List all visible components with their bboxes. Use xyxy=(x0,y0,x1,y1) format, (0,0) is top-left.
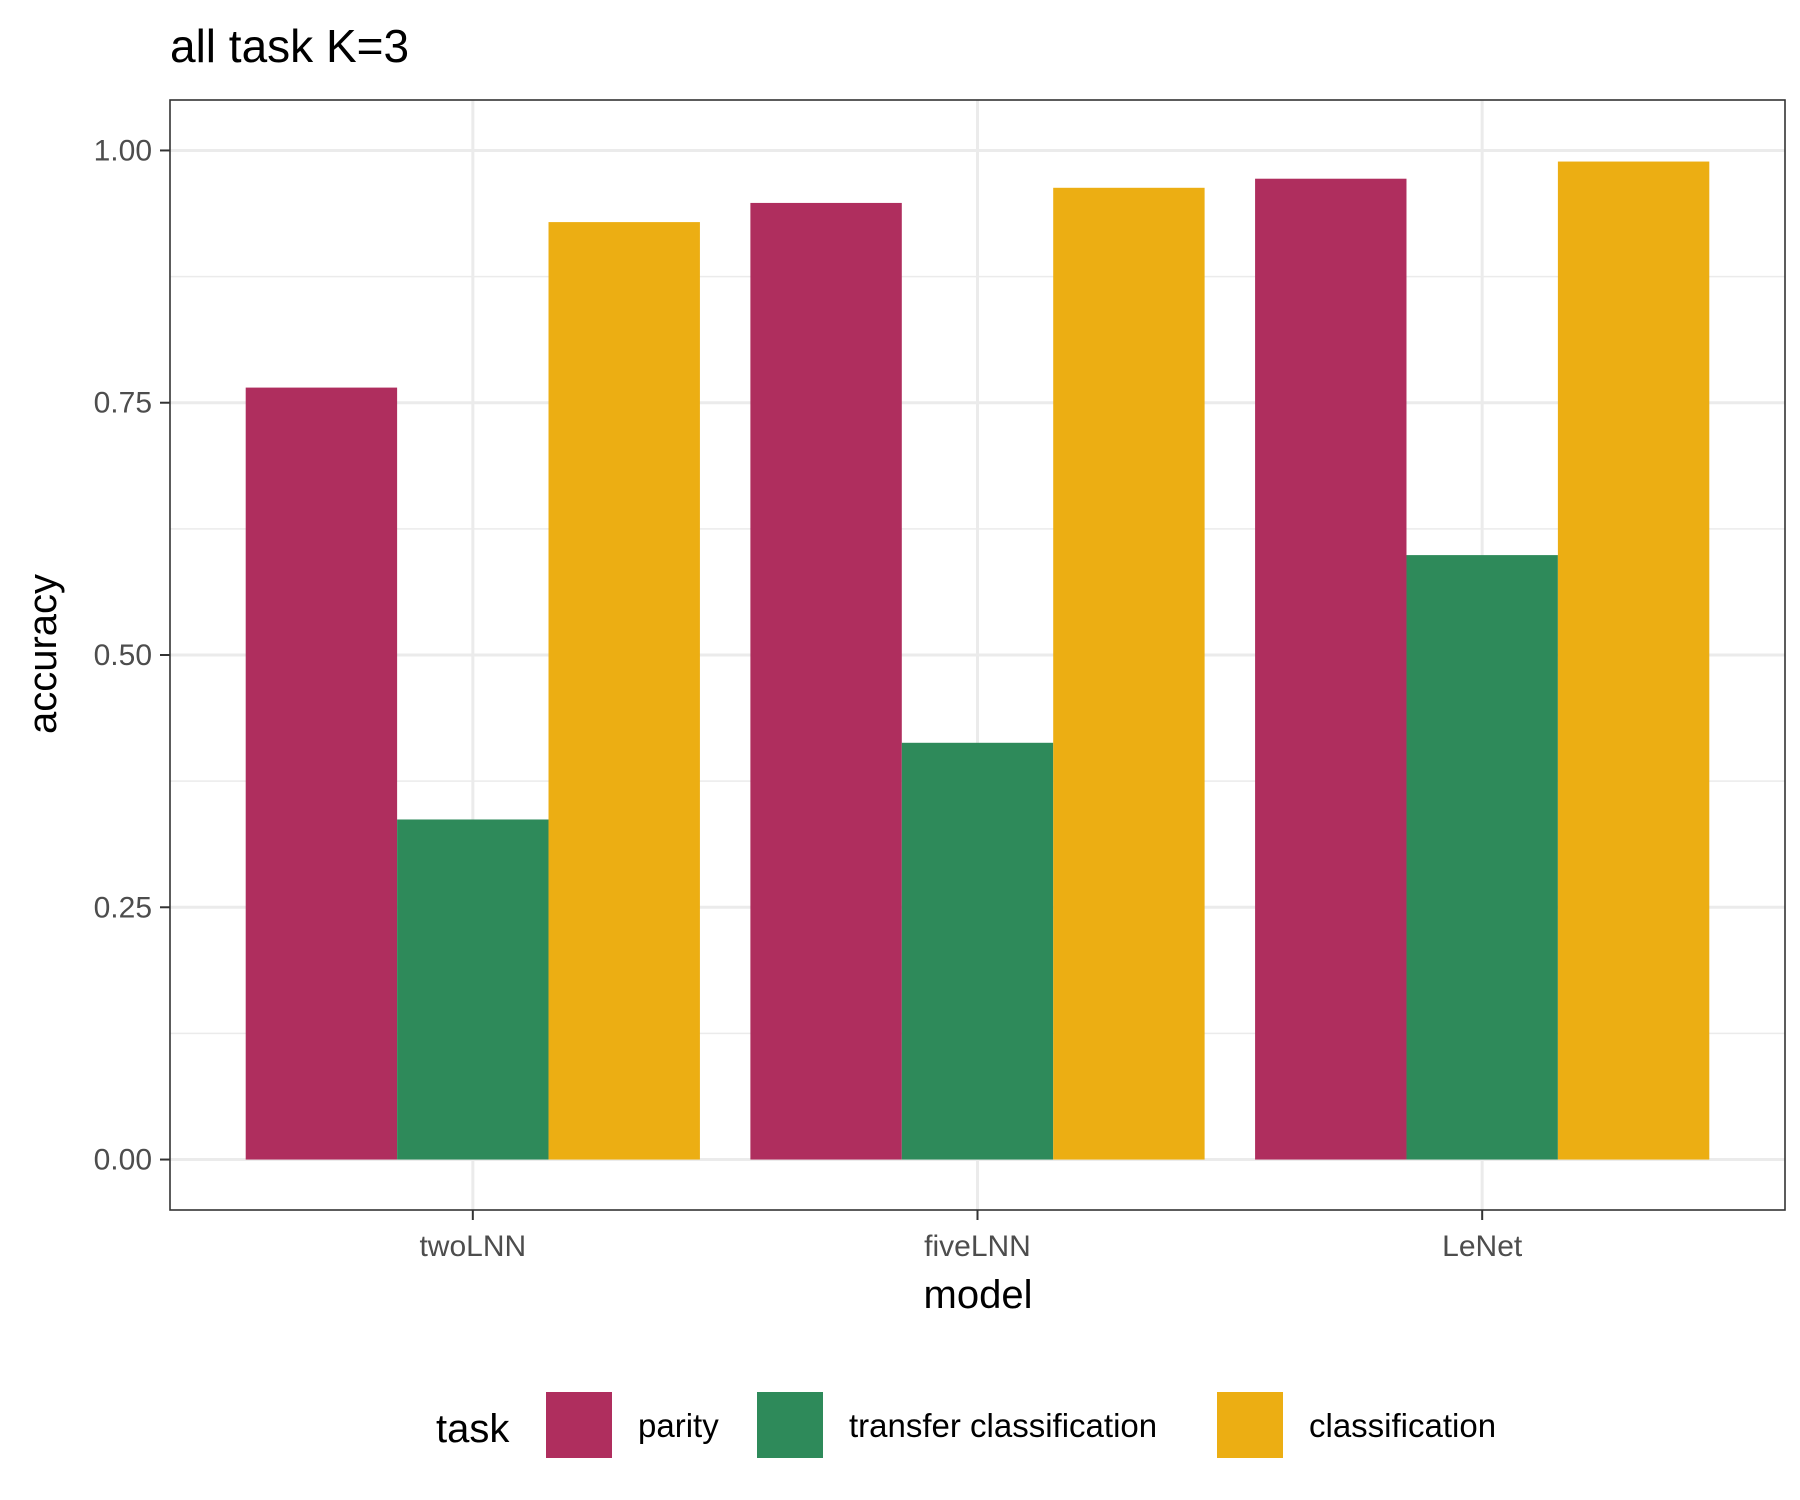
y-axis: 0.00 0.25 0.50 0.75 1.00 xyxy=(94,134,170,1177)
legend-key-transfer-classification xyxy=(757,1392,823,1458)
y-axis-title: accuracy xyxy=(21,574,65,734)
bar-parity-LeNet xyxy=(1255,178,1407,1160)
bar-classification-fiveLNN xyxy=(1053,187,1205,1160)
x-tick-label: LeNet xyxy=(1442,1230,1523,1263)
y-tick-label: 0.00 xyxy=(94,1144,152,1177)
bar-transfer-classification-fiveLNN xyxy=(901,742,1054,1160)
legend-label: parity xyxy=(638,1407,719,1444)
legend-label: classification xyxy=(1309,1407,1496,1444)
legend: task parity transfer classification classi… xyxy=(436,1392,1496,1458)
y-tick-label: 0.75 xyxy=(94,387,152,420)
x-tick-label: fiveLNN xyxy=(924,1230,1031,1263)
legend-title: task xyxy=(436,1407,510,1451)
y-tick-label: 0.25 xyxy=(94,891,152,924)
x-axis-title: model xyxy=(924,1273,1033,1317)
x-axis: twoLNN fiveLNN LeNet xyxy=(419,1210,1523,1263)
bars xyxy=(245,161,1710,1160)
bar-parity-twoLNN xyxy=(245,387,398,1160)
legend-label: transfer classification xyxy=(849,1407,1157,1444)
bar-classification-LeNet xyxy=(1557,161,1710,1160)
y-tick-label: 1.00 xyxy=(94,134,152,167)
bar-classification-twoLNN xyxy=(548,222,700,1160)
legend-key-classification xyxy=(1217,1392,1283,1458)
bar-transfer-classification-LeNet xyxy=(1406,555,1558,1160)
chart-title: all task K=3 xyxy=(170,20,409,72)
x-tick-label: twoLNN xyxy=(419,1230,526,1263)
legend-key-parity xyxy=(546,1392,612,1458)
bar-transfer-classification-twoLNN xyxy=(397,819,549,1160)
y-tick-label: 0.50 xyxy=(94,639,152,672)
bar-parity-fiveLNN xyxy=(750,202,902,1160)
